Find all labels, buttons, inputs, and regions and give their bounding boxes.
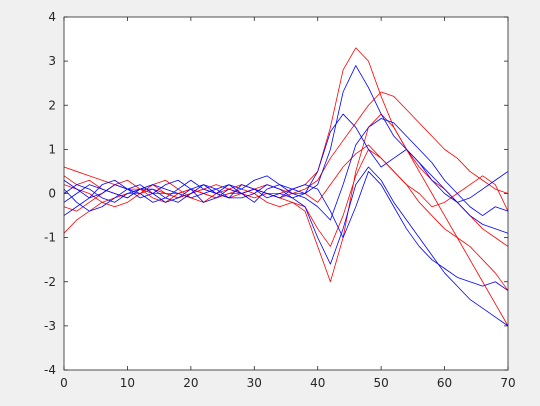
y-tick-label: 0 bbox=[48, 187, 56, 201]
x-tick-label: 0 bbox=[60, 376, 68, 390]
series-line bbox=[63, 118, 509, 221]
y-tick-label: 4 bbox=[48, 10, 56, 24]
series-line bbox=[63, 113, 509, 203]
series-line bbox=[63, 113, 509, 327]
y-tick-label: -4 bbox=[44, 363, 56, 377]
y-tick-label: -1 bbox=[44, 231, 56, 245]
x-tick-label: 20 bbox=[183, 376, 198, 390]
y-tick-label: -2 bbox=[44, 275, 56, 289]
x-tick-label: 70 bbox=[500, 376, 515, 390]
x-tick-label: 10 bbox=[120, 376, 135, 390]
series-line bbox=[63, 171, 509, 291]
x-tick-label: 60 bbox=[437, 376, 452, 390]
y-tick-label: 1 bbox=[48, 142, 56, 156]
y-tick-label: 2 bbox=[48, 98, 56, 112]
y-tick-label: 3 bbox=[48, 54, 56, 68]
x-tick-label: 50 bbox=[374, 376, 389, 390]
x-tick-label: 40 bbox=[310, 376, 325, 390]
y-tick-label: -3 bbox=[44, 319, 56, 333]
series-line bbox=[63, 166, 509, 327]
series-line bbox=[63, 148, 509, 291]
x-tick-label: 30 bbox=[247, 376, 262, 390]
